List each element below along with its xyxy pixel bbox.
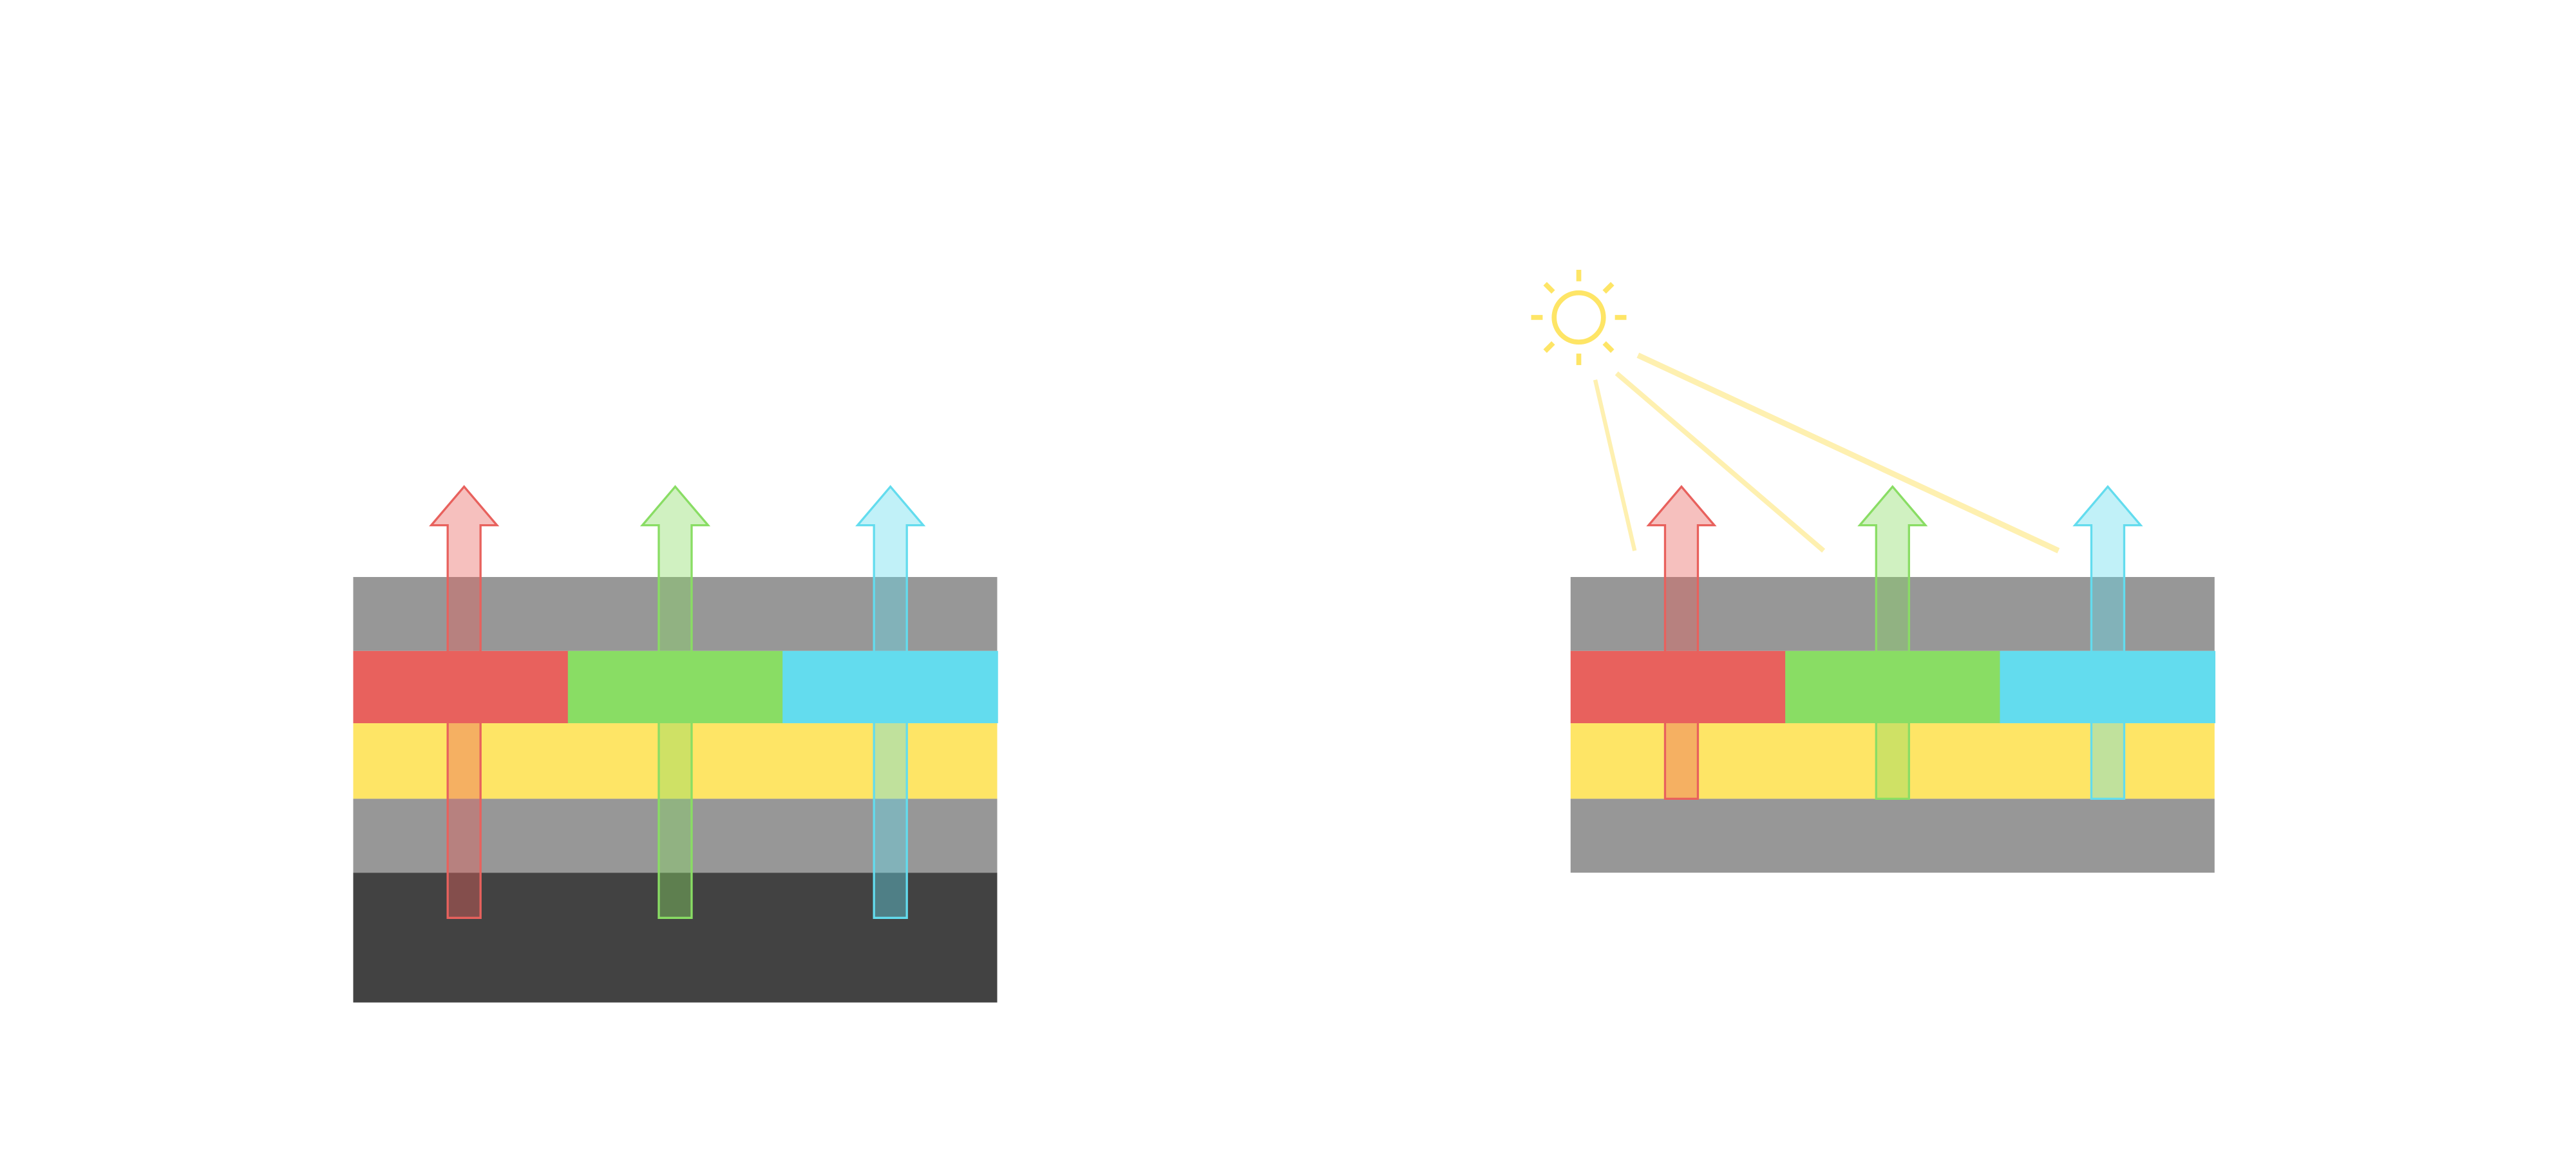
left-yellow-layer (353, 723, 998, 799)
left-bottom-gray-layer (353, 799, 998, 873)
right-bottom-gray-layer (1570, 799, 2215, 873)
right-top-gray-layer (1570, 577, 2215, 651)
right-red-filter (1570, 650, 1786, 724)
left-red-filter (353, 650, 569, 724)
sun-icon (1531, 269, 1627, 365)
left-dark-layer (353, 873, 998, 1003)
sun-ray (1543, 341, 1555, 353)
left-top-gray-layer (353, 577, 998, 651)
right-green-filter (1785, 650, 2001, 724)
light-ray-line (1593, 379, 1637, 551)
right-cyan-filter (2000, 650, 2216, 724)
sun-ray (1602, 341, 1615, 353)
right-yellow-layer (1570, 723, 2215, 799)
left-stack (353, 485, 998, 1003)
left-green-filter (567, 650, 784, 724)
sun-ray (1543, 281, 1555, 294)
light-ray-line (1615, 371, 1826, 553)
left-cyan-filter (782, 650, 998, 724)
sun-disc (1551, 290, 1606, 345)
light-rays (1593, 352, 2060, 554)
sun-ray (1602, 281, 1615, 294)
right-stack (1570, 485, 2216, 873)
light-ray-line (1636, 352, 2060, 554)
